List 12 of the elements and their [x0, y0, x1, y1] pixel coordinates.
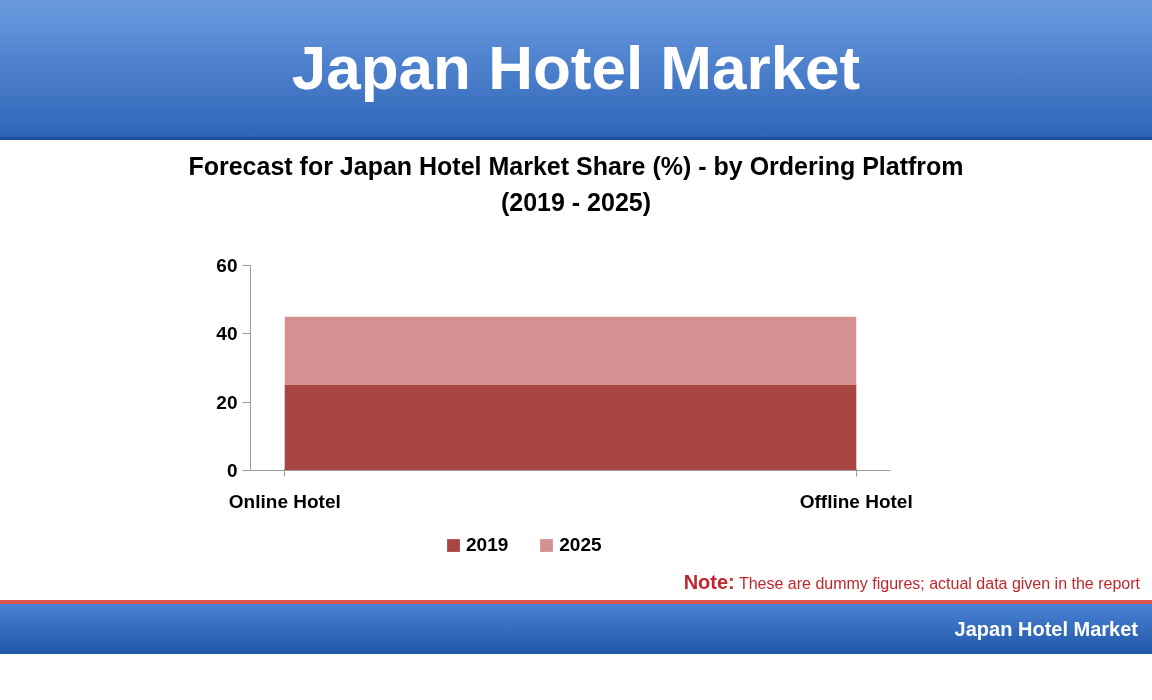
x-tick-label: Online Hotel [228, 490, 341, 512]
y-tick-label: 20 [216, 391, 238, 413]
legend-label: 2025 [559, 534, 602, 556]
text: Note: These are dummy figures; actual data given in the report [683, 570, 1140, 595]
y-tick-label: 60 [216, 255, 238, 276]
chart-title: Japan Hotel Market [291, 32, 861, 104]
text: Japan Hotel Market [954, 617, 1138, 642]
chart-subtitle: Forecast for Japan Hotel Market Share (%) - by Ordering Platfrom (2019 - 2025) [188, 151, 964, 218]
x-tick-label: Offline Hotel [799, 490, 913, 512]
y-tick-label: 40 [216, 323, 238, 345]
legend-label: 2019 [466, 534, 509, 556]
y-tick-label: 0 [226, 460, 238, 481]
